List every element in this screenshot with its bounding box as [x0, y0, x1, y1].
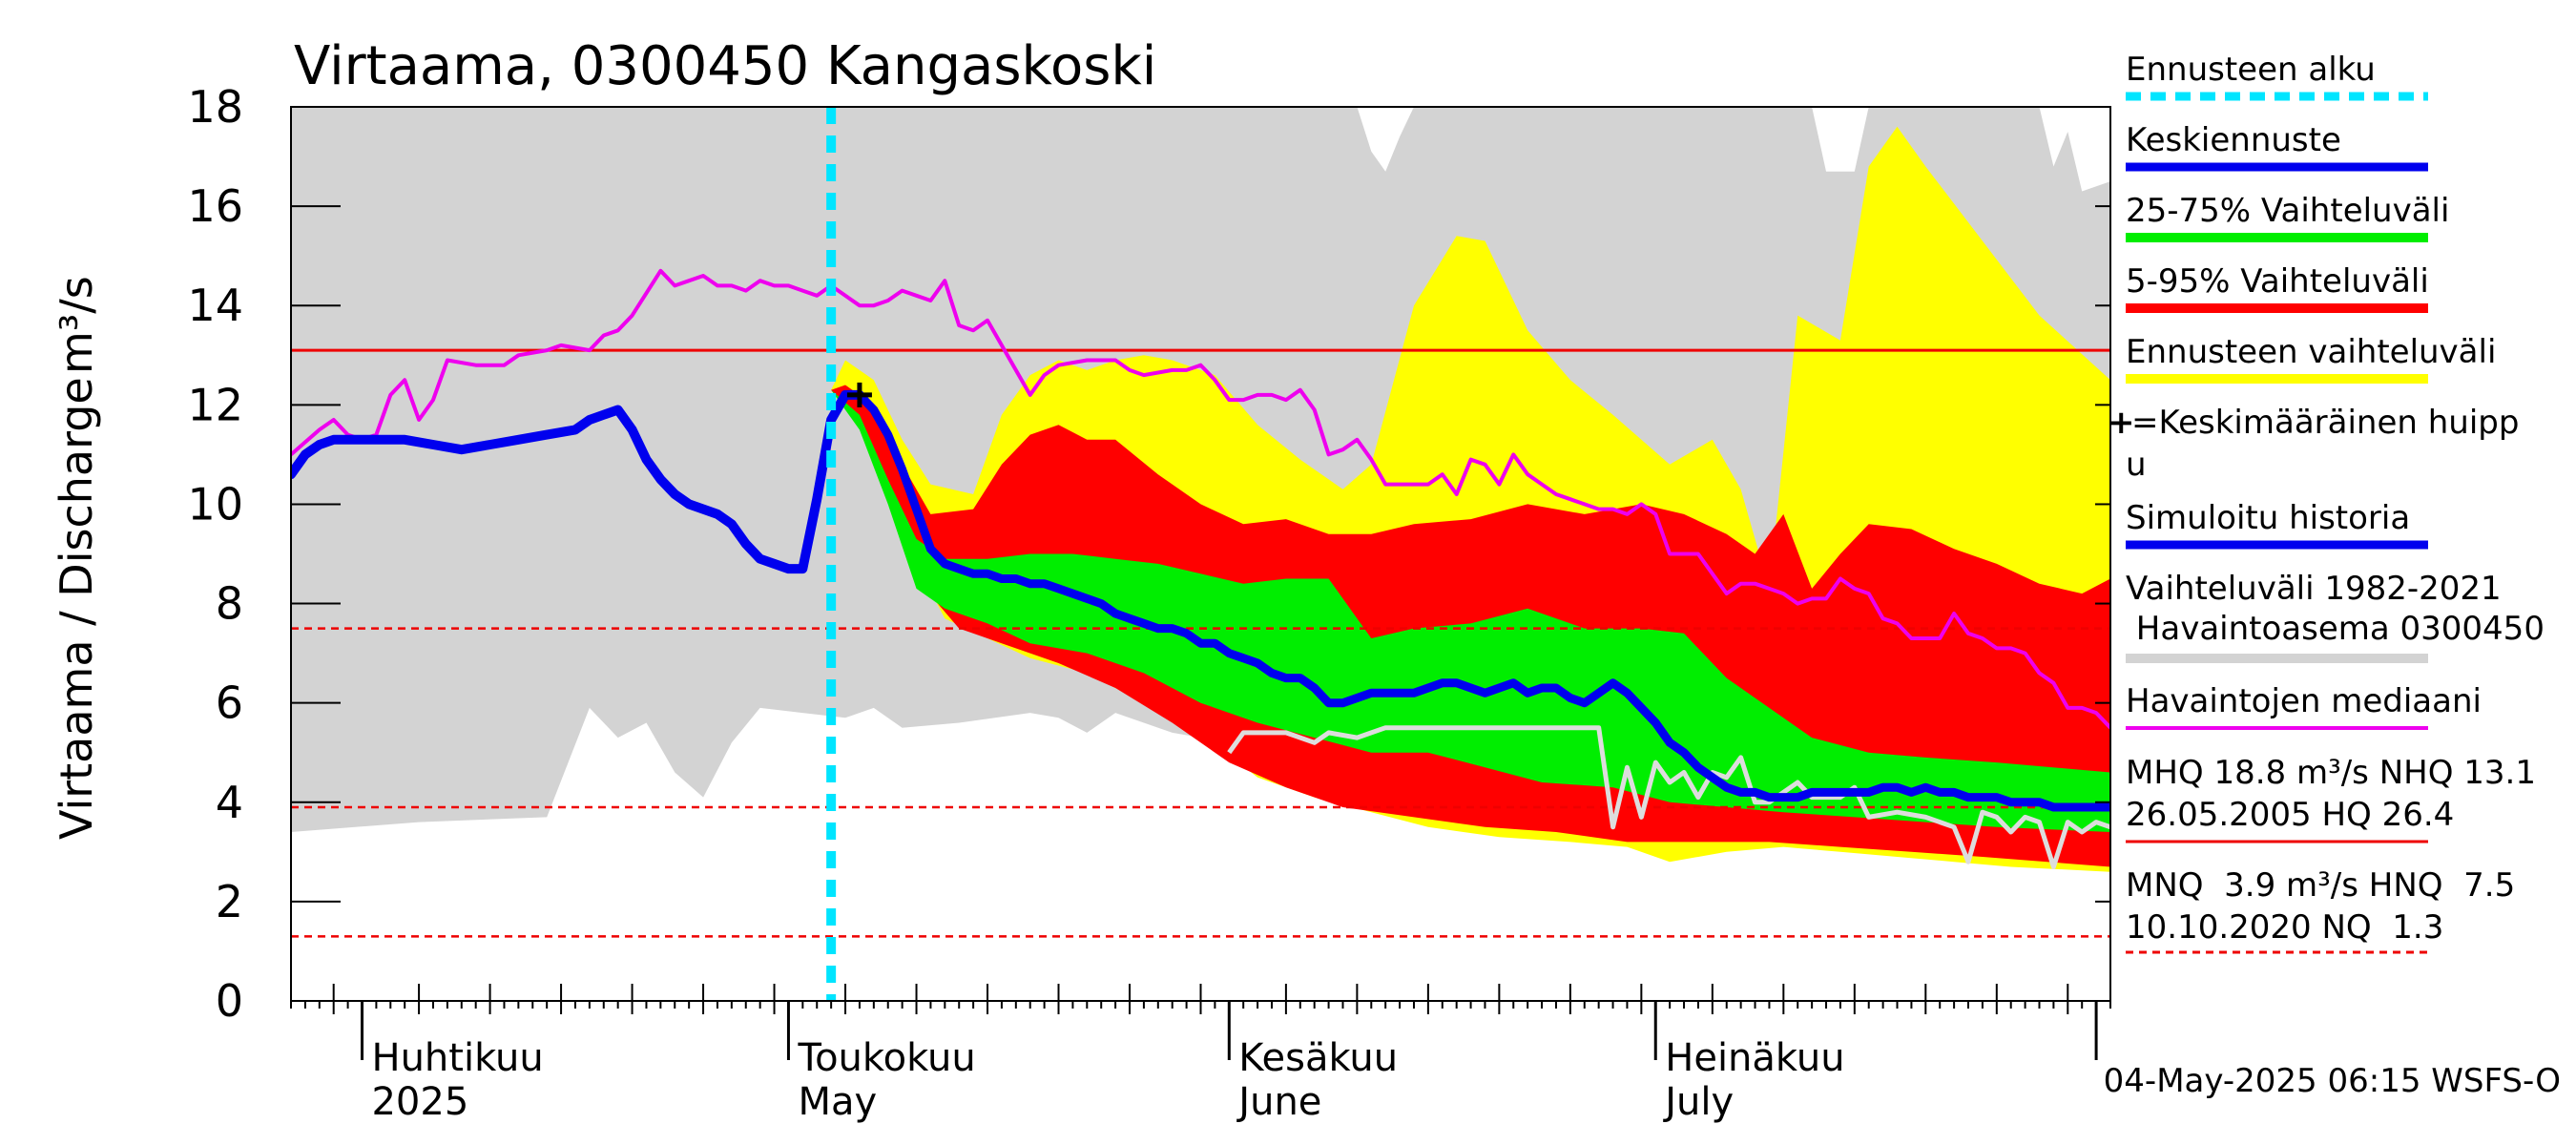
legend-mhq-label-2: 26.05.2005 HQ 26.4 — [2126, 796, 2454, 834]
legend-peak-symbol: + — [2108, 404, 2135, 442]
legend-mnq-label-1: MNQ 3.9 m³/s HNQ 7.5 — [2126, 866, 2515, 905]
mean-peak-marker — [846, 382, 872, 407]
y-tick-label: 4 — [216, 777, 243, 828]
legend-forecast-start-label: Ennusteen alku — [2126, 51, 2376, 89]
legend-mean-peak-label-2: u — [2126, 446, 2147, 484]
legend-mean-forecast-label: Keskiennuste — [2126, 121, 2341, 159]
observed-line — [1227, 725, 2110, 869]
y-tick-label: 10 — [187, 478, 243, 530]
x-month-label-en: June — [1236, 1080, 1321, 1124]
x-month-label-en: 2025 — [371, 1080, 468, 1124]
legend: Ennusteen alku Keskiennuste 25-75% Vaiht… — [2108, 51, 2545, 954]
y-tick-label: 8 — [216, 578, 243, 630]
y-axis-label: Virtaama / Discharge — [51, 377, 102, 840]
y-tick-label: 14 — [187, 280, 243, 331]
y-tick-label: 6 — [216, 677, 243, 729]
x-month-label: Heinäkuu — [1665, 1036, 1844, 1080]
legend-band-5-95-label: 5-95% Vaihteluväli — [2126, 262, 2429, 301]
legend-simulated-label: Simuloitu historia — [2126, 499, 2410, 537]
x-month-label-en: May — [798, 1080, 877, 1124]
legend-mhq-label-1: MHQ 18.8 m³/s NHQ 13.1 — [2126, 754, 2536, 792]
x-month-label: Kesäkuu — [1238, 1036, 1398, 1080]
legend-hist-range-label-2: Havaintoasema 0300450 — [2126, 610, 2545, 648]
mean-forecast-line — [855, 390, 2110, 812]
y-tick-label: 0 — [216, 975, 243, 1027]
legend-mean-peak-label-1: =Keskimääräinen huipp — [2131, 404, 2519, 442]
band-25-75-area — [831, 389, 2110, 832]
x-month-label: Toukokuu — [797, 1036, 975, 1080]
simulated-history-line — [291, 389, 864, 574]
timestamp: 04-May-2025 06:15 WSFS-O — [2104, 1062, 2561, 1100]
legend-band-25-75-label: 25-75% Vaihteluväli — [2126, 192, 2449, 230]
legend-median-label: Havaintojen mediaani — [2126, 682, 2482, 720]
median-line — [291, 268, 2110, 730]
y-tick-label: 12 — [187, 379, 243, 430]
chart-title: Virtaama, 0300450 Kangaskoski — [294, 35, 1156, 97]
x-month-label-en: July — [1662, 1080, 1734, 1124]
y-tick-label: 18 — [187, 81, 243, 133]
x-month-label: Huhtikuu — [371, 1036, 543, 1080]
y-tick-label: 2 — [216, 876, 243, 927]
legend-hist-range-label-1: Vaihteluväli 1982-2021 — [2126, 570, 2502, 608]
legend-mnq-label-2: 10.10.2020 NQ 1.3 — [2126, 908, 2443, 947]
y-axis-unit: m³/s — [51, 276, 102, 374]
legend-forecast-range-label: Ennusteen vaihteluväli — [2126, 333, 2496, 371]
y-tick-label: 16 — [187, 180, 243, 232]
